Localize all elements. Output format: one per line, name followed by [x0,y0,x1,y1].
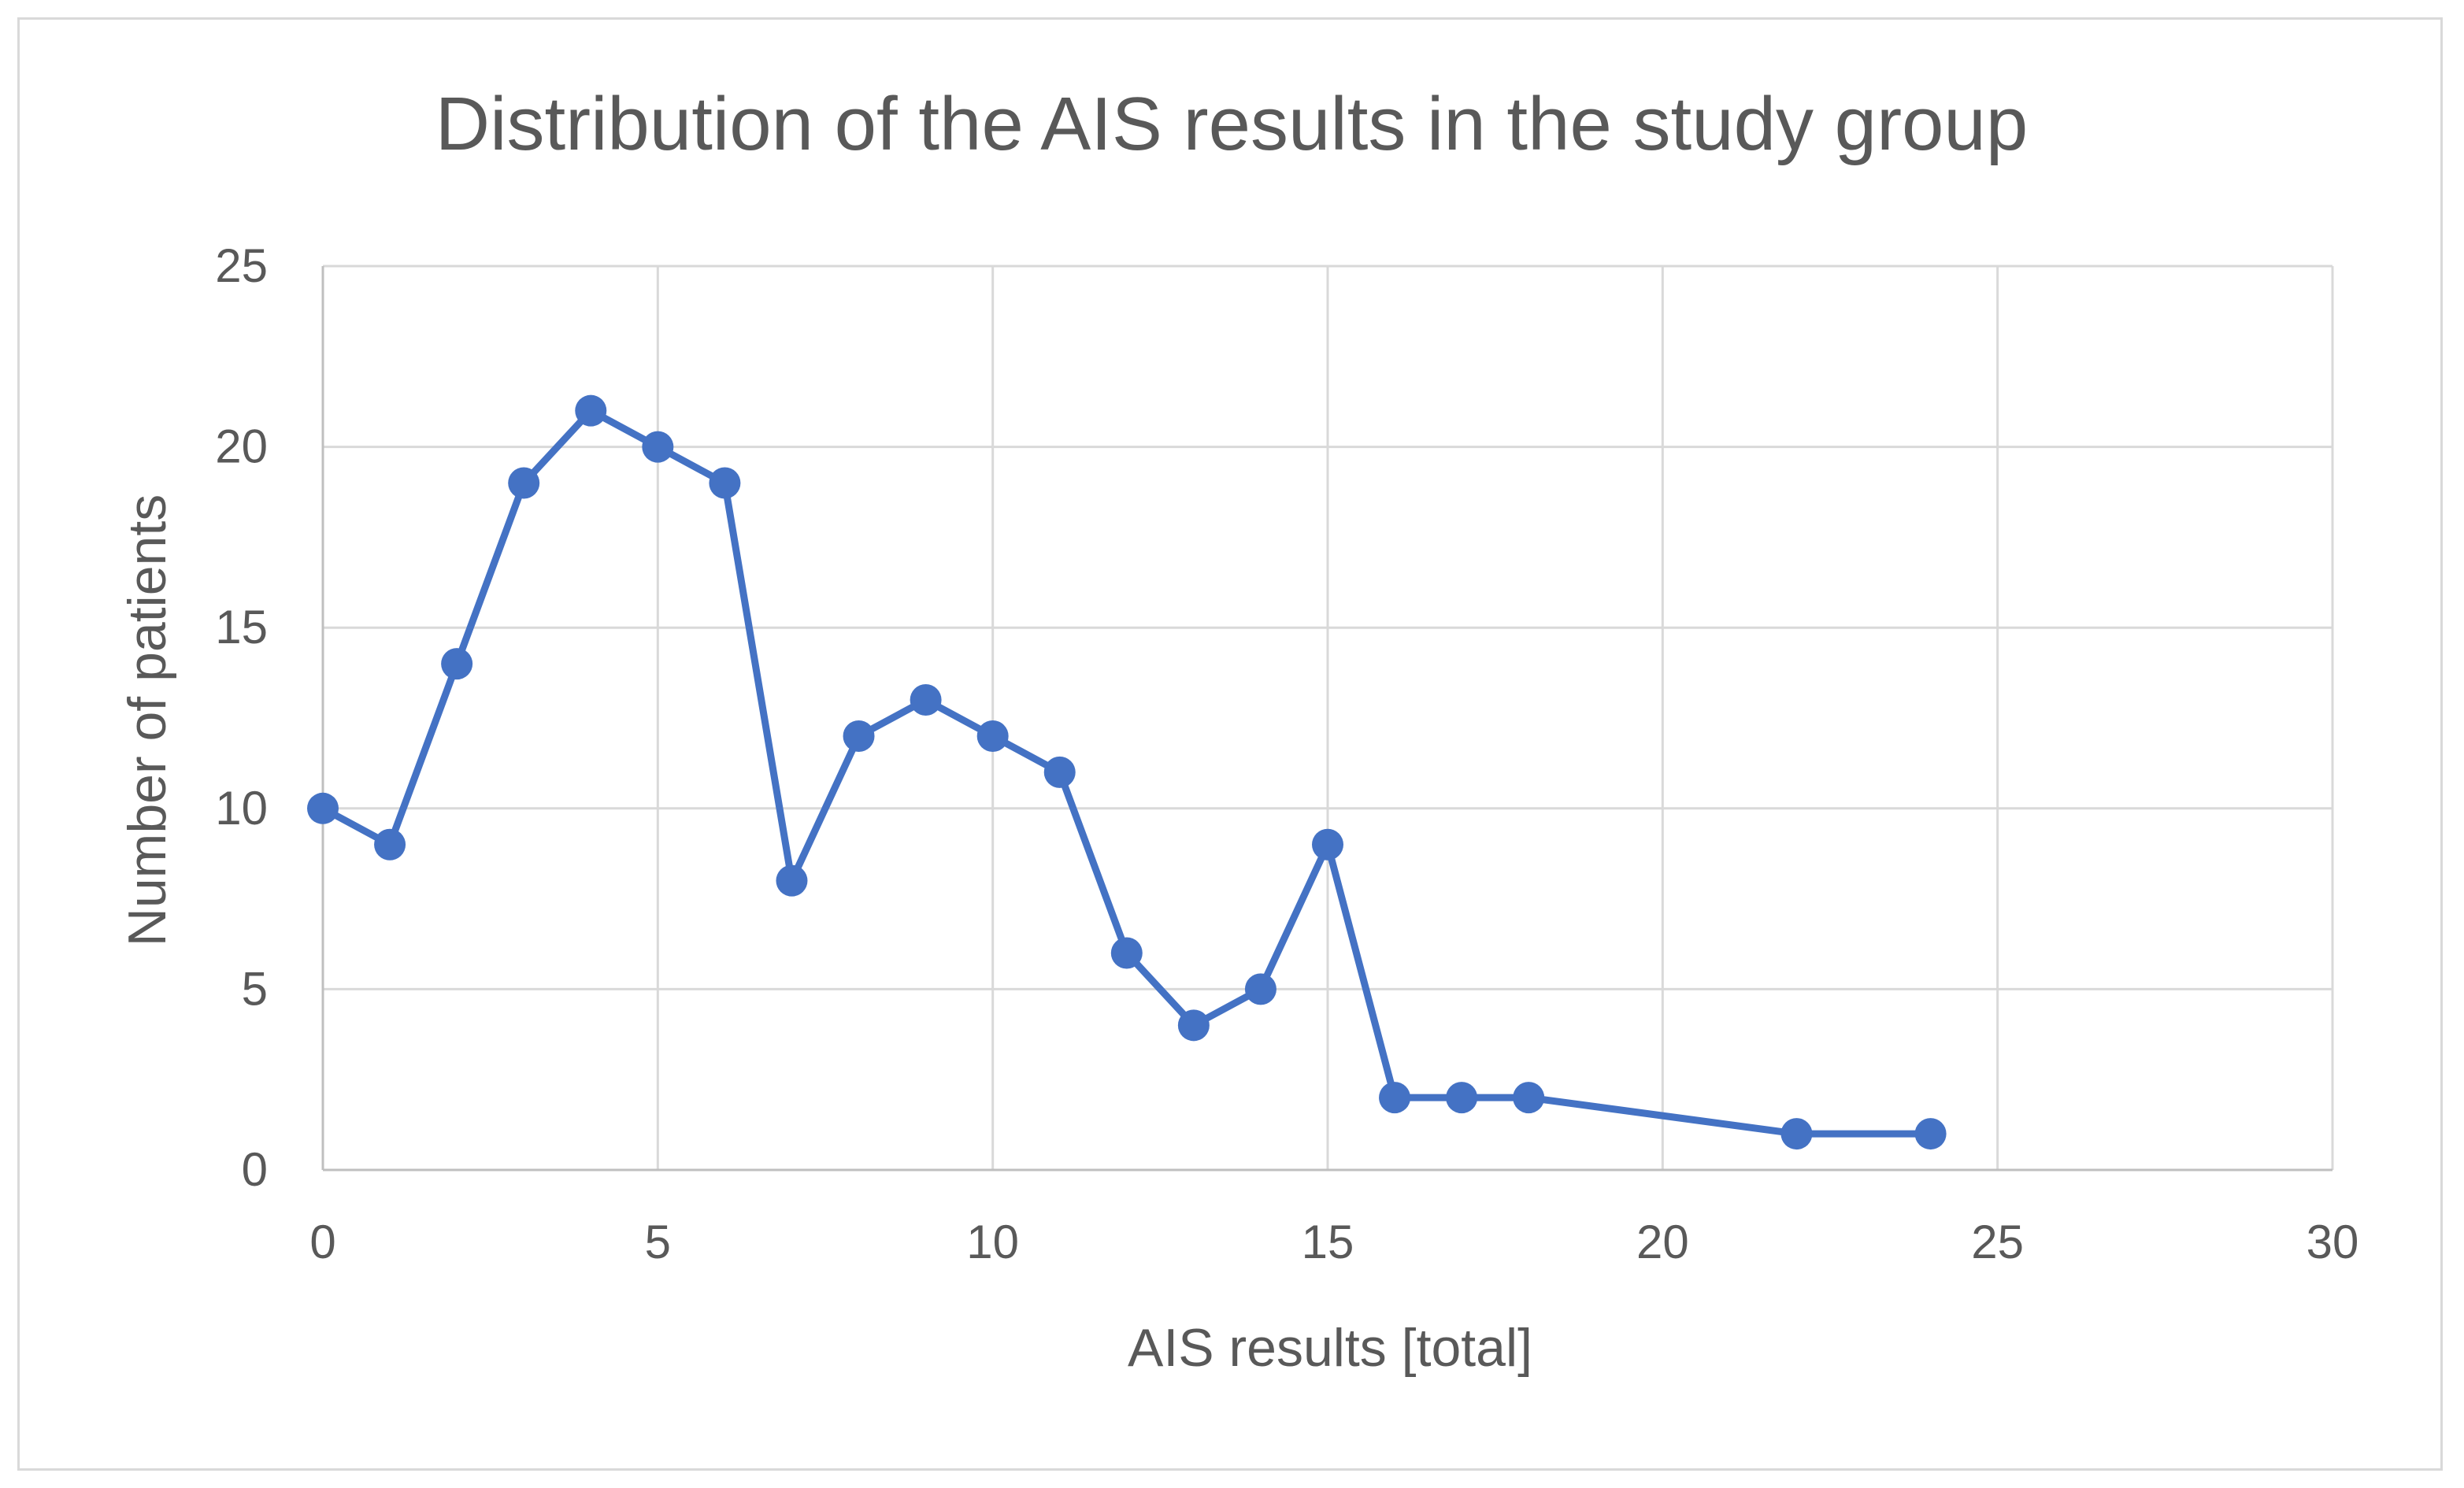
data-point [441,648,473,680]
data-point [1446,1082,1478,1114]
y-tick-label: 0 [242,1143,268,1196]
y-tick-label: 25 [215,239,268,292]
data-point [508,467,540,499]
data-point [307,792,339,824]
data-point [976,720,1009,752]
y-tick-label: 15 [215,601,268,653]
series-line [319,407,1935,1138]
data-point [709,467,741,499]
x-axis-label: AIS results [total] [1128,1318,1532,1378]
chart-title: Distribution of the AIS results in the s… [435,82,2028,166]
data-point [1379,1082,1411,1114]
data-point [642,431,674,463]
y-tick-label: 10 [215,782,268,835]
tick-labels: 0 5 10 15 20 25 0 5 10 15 20 25 30 [215,239,2358,1268]
x-tick-label: 5 [645,1216,671,1268]
data-point [1244,973,1276,1005]
data-point [776,864,808,897]
x-tick-label: 25 [1971,1216,2024,1268]
axes [321,266,2332,1172]
x-tick-label: 10 [966,1216,1019,1268]
data-point [1312,828,1343,861]
x-tick-label: 0 [309,1216,335,1268]
data-point [1110,937,1143,969]
data-point [843,720,875,752]
y-tick-label: 20 [215,420,268,473]
x-tick-label: 30 [2307,1216,2359,1268]
data-point [374,828,406,861]
data-point [1513,1082,1545,1114]
data-point [1177,1009,1210,1042]
gridlines [323,265,2334,1170]
chart-frame [17,17,2443,1471]
data-point [575,394,607,427]
y-tick-label: 5 [242,962,268,1015]
data-point [1043,756,1076,788]
data-point [1914,1118,1947,1150]
data-point [1780,1118,1813,1150]
data-point [910,684,942,716]
series [307,394,1947,1150]
x-tick-label: 20 [1636,1216,1689,1268]
y-axis-label: Number of patients [117,494,177,947]
x-tick-label: 15 [1302,1216,1354,1268]
